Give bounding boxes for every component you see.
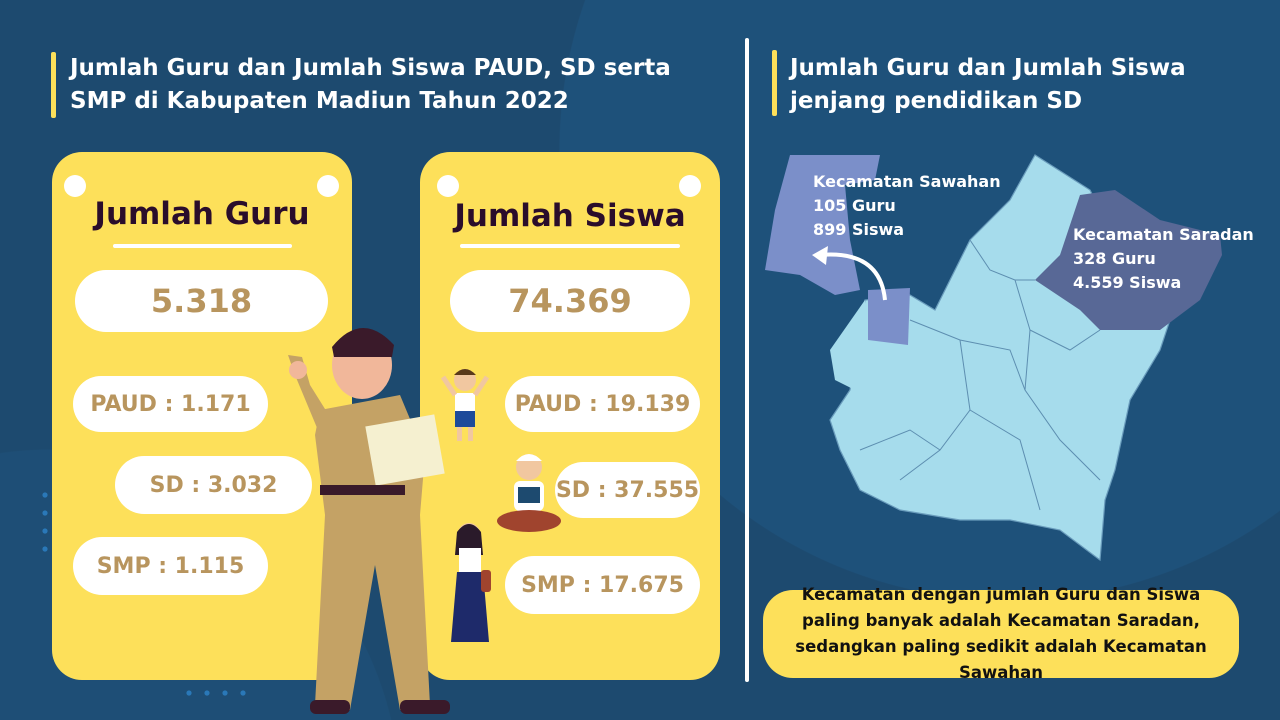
guru-heading: Jumlah Guru [94,196,310,232]
dot [42,510,48,516]
dot [42,546,48,552]
siswa-heading: Jumlah Siswa [454,198,686,234]
child-reading-illustration [497,454,561,532]
guru-paud: PAUD : 1.171 [73,376,268,432]
siswa-total: 74.369 [450,270,690,332]
arrow-head-icon [812,246,828,265]
left-title: Jumlah Guru dan Jumlah Siswa PAUD, SD se… [70,55,671,114]
guru-total: 5.318 [75,270,328,332]
child-student-illustration [451,523,491,642]
summary-text: Kecamatan dengan jumlah Guru dan Siswa p… [795,585,1207,682]
label-sawahan: Kecamatan Sawahan 105 Guru 899 Siswa [813,170,1001,242]
label-saradan: Kecamatan Saradan 328 Guru 4.559 Siswa [1073,223,1254,295]
madiun-map [765,154,1222,562]
dot [42,492,48,498]
title-accent-bar [51,52,56,118]
summary-box: Kecamatan dengan jumlah Guru dan Siswa p… [763,585,1239,682]
right-title: Jumlah Guru dan Jumlah Siswa jenjang pen… [790,55,1186,114]
map-region-sawahan [765,155,880,295]
dot [186,690,192,696]
card-hole [317,175,339,197]
siswa-paud: PAUD : 19.139 [505,376,700,432]
map-region-sawahan-south [868,288,910,345]
teacher-illustration [288,327,450,714]
title-accent-bar [772,50,777,116]
label-guru: 328 Guru [1073,249,1156,268]
siswa-sd: SD : 37.555 [555,462,700,518]
label-name: Kecamatan Saradan [1073,225,1254,244]
label-guru: 105 Guru [813,196,896,215]
guru-sd: SD : 3.032 [115,456,312,514]
guru-smp: SMP : 1.115 [73,537,268,595]
district-borders [859,239,1101,511]
card-hole [437,175,459,197]
heading-underline [460,244,680,248]
label-siswa: 4.559 Siswa [1073,273,1182,292]
label-name: Kecamatan Sawahan [813,172,1001,191]
dot [42,528,48,534]
child-cheering-illustration [440,369,490,441]
card-hole [64,175,86,197]
arrow-icon [819,252,887,301]
map-region-base-west [830,300,865,390]
heading-underline [113,244,292,248]
dot [204,690,210,696]
dot [222,690,228,696]
card-hole [679,175,701,197]
siswa-smp: SMP : 17.675 [505,556,700,614]
dot [240,690,246,696]
label-siswa: 899 Siswa [813,220,905,239]
map-region-saradan [1035,190,1222,330]
section-divider [745,38,749,682]
